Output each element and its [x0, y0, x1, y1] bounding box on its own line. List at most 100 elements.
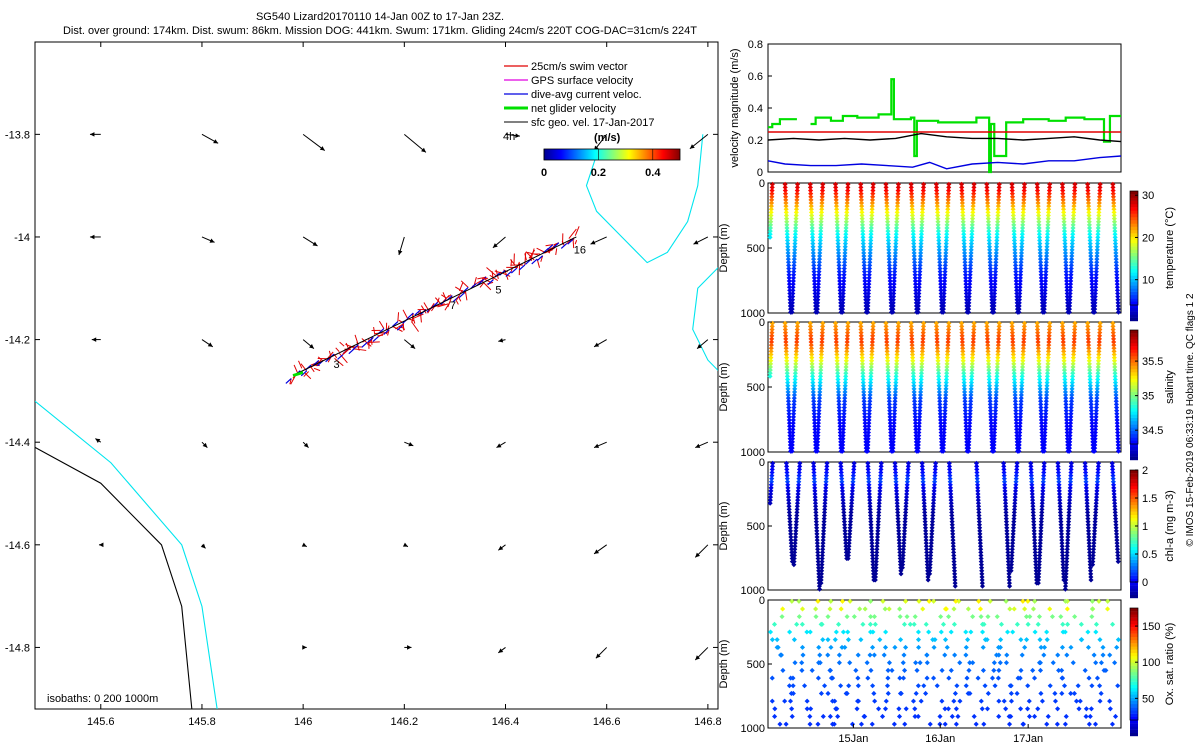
- salinity-sample: [867, 386, 873, 392]
- salinity-sample: [935, 361, 941, 367]
- temperature-sample: [843, 231, 849, 237]
- chlorophyll-sample: [951, 549, 957, 555]
- oxygen-sample: [1087, 713, 1093, 720]
- salinity-sample: [1035, 336, 1041, 342]
- temperature-sample: [1038, 259, 1044, 265]
- velocity-ytick-label: 0.4: [748, 103, 763, 115]
- salinity-sample: [1045, 355, 1051, 361]
- chlorophyll-sample: [922, 509, 928, 515]
- colorbar-cell: [1130, 269, 1138, 273]
- swim-vector: [437, 303, 449, 308]
- oxygen-sample: [872, 698, 878, 704]
- temperature-ytick-label: 500: [747, 243, 765, 255]
- temperature-sample: [942, 275, 948, 281]
- chlorophyll-sample: [1091, 543, 1097, 549]
- temperature-sample: [944, 216, 950, 222]
- oxygen-sample: [981, 721, 987, 727]
- map-ytick-label: -14.8: [5, 642, 30, 654]
- salinity-sample: [868, 361, 874, 367]
- salinity-sample: [910, 370, 916, 376]
- temperature-sample: [785, 241, 791, 247]
- chlorophyll-sample: [1039, 497, 1045, 503]
- oxygen-sample: [870, 629, 876, 635]
- chlorophyll-sample: [1062, 586, 1068, 592]
- salinity-sample: [987, 395, 993, 401]
- temperature-sample: [1112, 237, 1118, 244]
- colorbar-cell: [1130, 372, 1138, 376]
- chlorophyll-sample: [840, 503, 846, 509]
- temperature-sample: [913, 294, 919, 300]
- salinity-sample: [959, 320, 965, 326]
- salinity-sample: [894, 342, 901, 348]
- oxygen-sample: [889, 667, 895, 673]
- temperature-sample: [868, 231, 874, 237]
- salinity-sample: [1047, 320, 1053, 326]
- chlorophyll-sample: [810, 460, 817, 466]
- temperature-sample: [1037, 241, 1043, 247]
- chlorophyll-sample: [813, 519, 819, 525]
- colorbar-cell: [1130, 470, 1138, 474]
- oxygen-sample: [963, 683, 969, 689]
- chlorophyll-sample: [866, 482, 872, 488]
- chlorophyll-sample: [928, 552, 934, 558]
- geo-vector: [201, 133, 219, 144]
- temperature-sample: [1019, 244, 1025, 250]
- chlorophyll-sample: [929, 519, 936, 525]
- chlorophyll-sample: [924, 549, 930, 555]
- chlorophyll-sample: [1091, 531, 1097, 537]
- oxygen-sample: [872, 621, 878, 627]
- chlorophyll-sample: [892, 466, 898, 472]
- salinity-sample: [965, 448, 972, 454]
- salinity-sample: [1042, 420, 1048, 426]
- swim-vector: [419, 310, 422, 323]
- temperature-sample: [783, 194, 789, 200]
- salinity-sample: [991, 436, 997, 442]
- salinity-sample: [783, 339, 789, 345]
- oxygen-sample: [1031, 675, 1038, 681]
- chlorophyll-sample: [1038, 528, 1044, 534]
- chlorophyll-sample: [977, 540, 983, 546]
- salinity-sample: [1068, 408, 1074, 414]
- oxygen-sample: [1114, 644, 1120, 650]
- temperature-sample: [1042, 294, 1048, 300]
- chlorophyll-sample: [1028, 460, 1034, 466]
- geo-vector-head: [498, 338, 504, 343]
- temperature-sample: [1070, 219, 1076, 225]
- salinity-sample: [812, 423, 818, 429]
- chlorophyll-sample: [1041, 473, 1047, 479]
- temperature-sample: [784, 225, 790, 231]
- salinity-sample: [840, 445, 846, 451]
- temperature-sample: [782, 187, 788, 194]
- salinity-sample: [1020, 351, 1026, 358]
- salinity-sample: [1063, 411, 1069, 417]
- salinity-sample: [1092, 429, 1098, 436]
- oxygen-sample: [896, 706, 902, 712]
- oxygen-sample: [981, 621, 987, 627]
- map-colorbar-tick-label: 0.4: [645, 167, 661, 179]
- salinity-sample: [988, 411, 994, 417]
- temperature-sample: [1097, 181, 1103, 187]
- chlorophyll-sample: [1083, 482, 1089, 488]
- chlorophyll-sample: [819, 568, 825, 574]
- temperature-sample: [1069, 256, 1075, 262]
- oxygen-sample: [871, 690, 877, 696]
- oxygen-sample: [767, 629, 774, 635]
- chlorophyll-sample: [977, 525, 983, 531]
- colorbar-cell: [1130, 207, 1138, 211]
- temperature-sample: [943, 256, 949, 262]
- salinity-sample: [994, 370, 1000, 376]
- map-xtick-label: 146.2: [391, 716, 419, 728]
- chlorophyll-sample: [838, 463, 844, 469]
- temperature-sample: [1092, 290, 1098, 297]
- salinity-sample: [1063, 404, 1069, 411]
- salinity-sample: [869, 351, 875, 358]
- temperature-sample: [1044, 234, 1050, 240]
- salinity-sample: [768, 351, 774, 358]
- oxygen-sample: [915, 637, 922, 643]
- chlorophyll-sample: [873, 565, 879, 571]
- oxygen-sample: [1059, 690, 1065, 696]
- temperature-sample: [1067, 297, 1073, 303]
- colorbar-tick-label: 35.5: [1142, 356, 1163, 368]
- geo-vector-head: [498, 648, 504, 653]
- chlorophyll-sample: [1113, 531, 1120, 537]
